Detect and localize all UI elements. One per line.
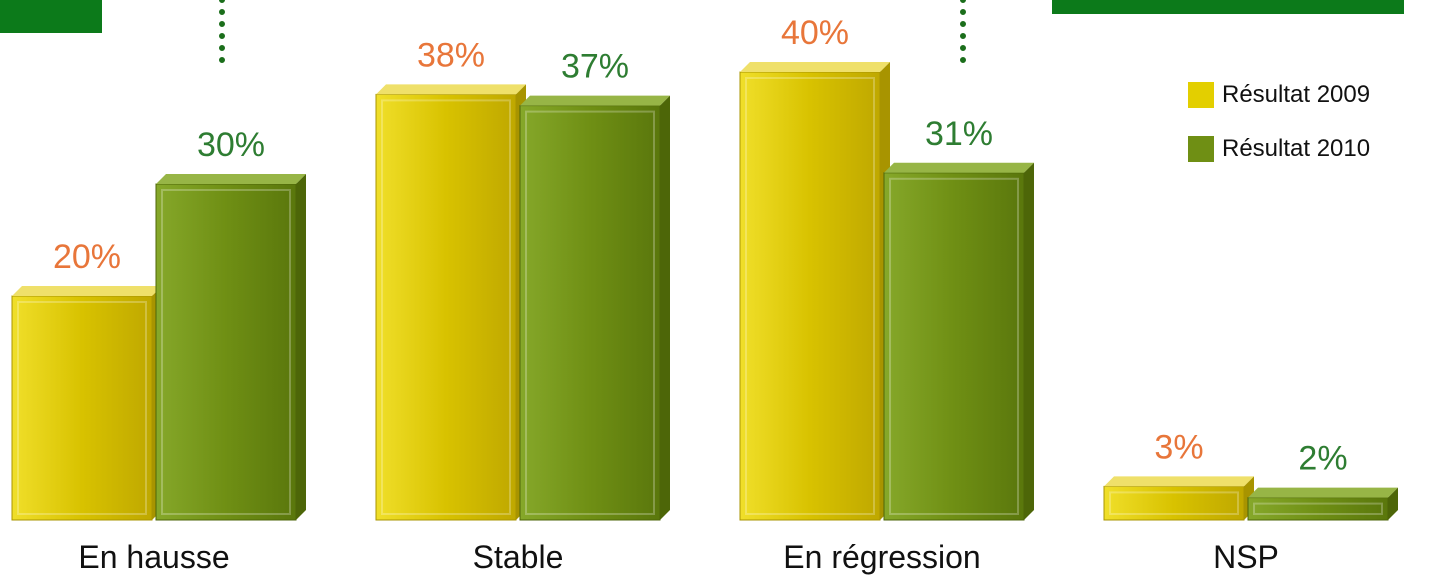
legend-item-2009: Résultat 2009 [1188, 80, 1370, 110]
value-label-2010-3: 2% [1298, 440, 1347, 478]
legend-swatch-2010 [1188, 136, 1214, 162]
green-header-box-right [1052, 0, 1404, 14]
green-header-box-left [0, 0, 102, 33]
bar-2009-2 [739, 62, 890, 521]
legend-label-2009: Résultat 2009 [1222, 81, 1371, 108]
legend: Résultat 2009 Résultat 2010 [1188, 80, 1370, 188]
value-label-2010-2: 31% [925, 115, 993, 153]
bar-2010-1 [519, 95, 670, 521]
legend-swatch-2009 [1188, 82, 1214, 108]
value-labels-group: 20% 30% 38% 37% 40% 31% 3% 2% [53, 14, 1348, 478]
value-label-2010-0: 30% [197, 126, 265, 164]
dotted-lines-group [219, 0, 966, 75]
bar-2009-3 [1103, 476, 1254, 521]
value-label-2009-2: 40% [781, 14, 849, 52]
value-label-2009-3: 3% [1154, 428, 1203, 466]
bar-2010-0 [155, 174, 306, 521]
bar-2010-3 [1247, 487, 1398, 521]
category-label-1: Stable [473, 539, 564, 575]
legend-item-2010: Résultat 2010 [1188, 134, 1370, 164]
value-label-2009-1: 38% [417, 36, 485, 74]
category-label-3: NSP [1213, 539, 1279, 575]
value-label-2010-1: 37% [561, 48, 629, 86]
bars-group [11, 62, 1398, 521]
category-label-0: En hausse [78, 539, 229, 575]
bar-2009-0 [11, 286, 162, 521]
category-labels-group: En hausse Stable En régression NSP [78, 539, 1279, 575]
category-label-2: En régression [783, 539, 980, 575]
value-label-2009-0: 20% [53, 238, 121, 276]
bar-2010-2 [883, 162, 1034, 521]
legend-label-2010: Résultat 2010 [1222, 135, 1371, 162]
bar-2009-1 [375, 84, 526, 521]
